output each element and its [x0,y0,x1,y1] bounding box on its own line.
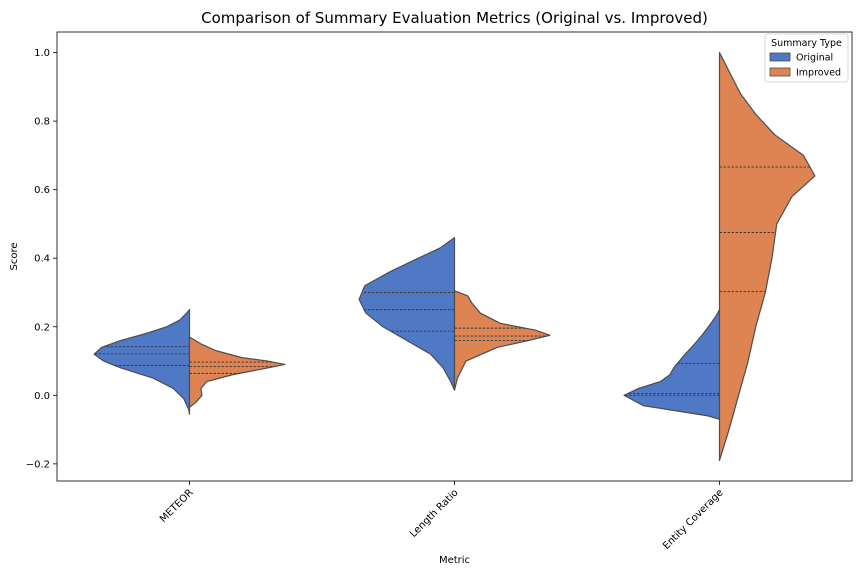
legend-title: Summary Type [771,38,842,49]
violin-body [188,336,286,408]
y-tick-label: 0.4 [34,254,50,265]
chart-title: Comparison of Summary Evaluation Metrics… [201,9,708,27]
y-tick-label: 0.2 [34,322,50,333]
violin-entity-coverage-original [623,309,721,420]
y-tick-label: 0.0 [34,391,50,402]
x-tick-label: Length Ratio [408,487,461,540]
legend: Summary Type Original Improved [764,33,849,83]
violin-body [718,51,816,462]
legend-swatch-original [769,52,791,62]
y-tick-label: 1.0 [34,48,50,59]
plot-area [93,51,816,462]
legend-label-improved: Improved [796,68,841,79]
violin-length-ratio-original [358,237,456,391]
legend-label-original: Original [796,53,833,64]
violin-length-ratio-improved [453,290,551,391]
violin-body [93,309,191,415]
violin-meteor-original [93,309,191,415]
x-axis: METEOR Length Ratio Entity Coverage [158,481,726,552]
violin-meteor-improved [188,336,286,408]
y-axis: −0.2 0.0 0.2 0.4 0.6 0.8 1.0 [26,48,57,470]
legend-swatch-improved [769,67,791,77]
violin-body [453,290,551,391]
violin-body [623,309,721,420]
x-tick-label: Entity Coverage [661,487,726,552]
violin-entity-coverage-improved [718,51,816,462]
y-axis-label: Score [9,242,20,270]
x-tick-label: METEOR [158,487,196,525]
y-tick-label: −0.2 [26,459,50,470]
y-tick-label: 0.8 [34,117,50,128]
y-tick-label: 0.6 [34,185,50,196]
x-axis-label: Metric [439,555,470,566]
violin-body [358,237,456,391]
